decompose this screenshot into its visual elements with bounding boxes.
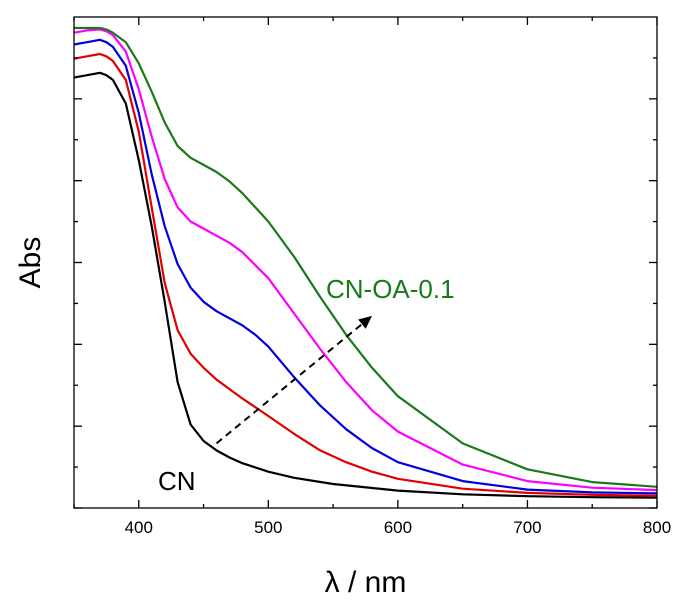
- y-axis-label: Abs: [14, 237, 47, 289]
- x-tick-label: 400: [125, 518, 153, 537]
- x-tick-label: 700: [513, 518, 541, 537]
- series-line-4: [73, 28, 658, 492]
- x-tick-label: 500: [254, 518, 282, 537]
- series-group: [73, 26, 658, 499]
- dashed-arrow-line: [215, 321, 365, 445]
- annotation-cn: CN: [158, 466, 196, 496]
- arrow-head-icon: [358, 315, 372, 329]
- axis-group: 400 500 600 700 800: [73, 17, 671, 537]
- x-axis-label: λ / nm: [325, 566, 407, 599]
- annotation-cn-oa-0.1: CN-OA-0.1: [326, 274, 455, 304]
- series-line-1: [73, 71, 658, 499]
- series-line-5: [74, 26, 658, 488]
- series-line-3: [73, 38, 658, 495]
- series-line-2: [73, 52, 658, 497]
- arrow-group: [215, 315, 372, 445]
- x-tick-label: 600: [384, 518, 412, 537]
- x-tick-label: 800: [643, 518, 671, 537]
